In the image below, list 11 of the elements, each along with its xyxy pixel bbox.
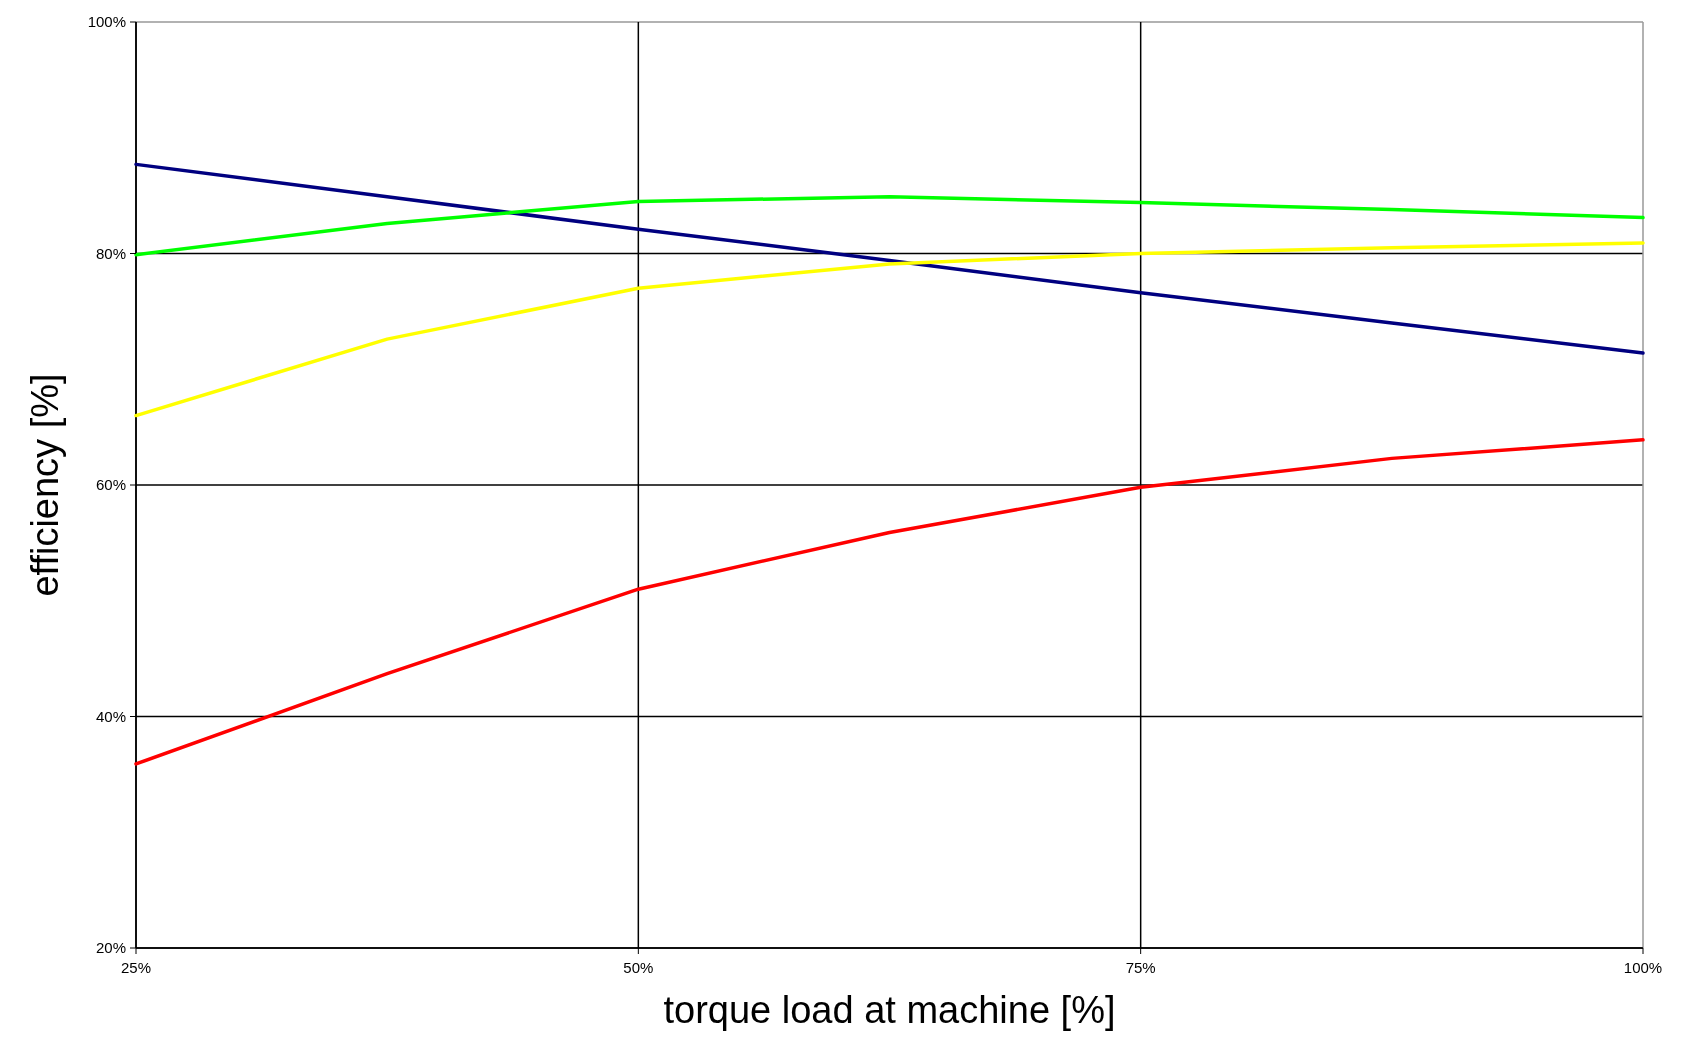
- x-tick-label: 50%: [623, 959, 654, 976]
- x-tick-label: 75%: [1125, 959, 1156, 976]
- y-tick-label: 40%: [95, 707, 126, 725]
- y-tick-label: 100%: [87, 13, 126, 31]
- y-axis-title: efficiency [%]: [24, 373, 66, 597]
- x-tick-label: 100%: [1623, 959, 1663, 976]
- y-tick-label: 20%: [95, 939, 126, 957]
- y-tick-label: 80%: [95, 244, 126, 262]
- x-tick-label: 25%: [120, 959, 152, 976]
- x-axis-title: torque load at machine [%]: [663, 989, 1116, 1031]
- y-tick-label: 60%: [95, 476, 126, 494]
